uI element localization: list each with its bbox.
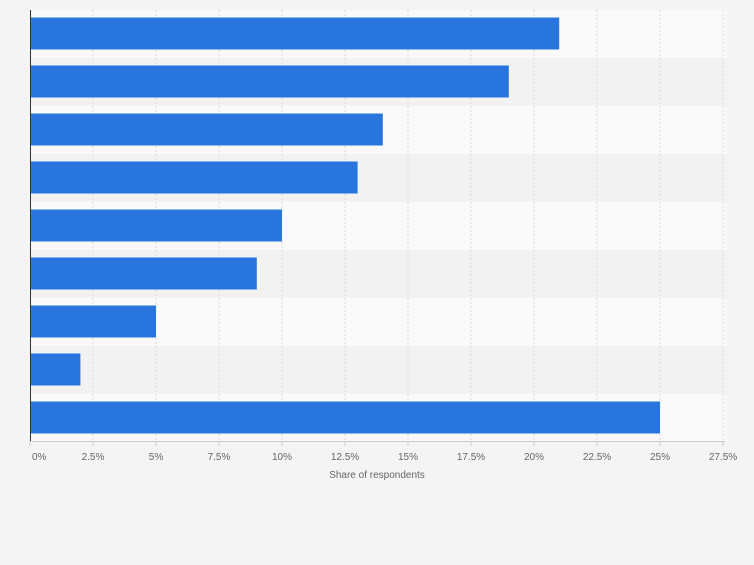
bar[interactable] bbox=[30, 401, 660, 434]
bar[interactable] bbox=[30, 17, 560, 50]
bar[interactable] bbox=[30, 113, 383, 146]
bar[interactable] bbox=[30, 305, 156, 338]
bar[interactable] bbox=[30, 353, 81, 386]
x-tick-label: 2.5% bbox=[82, 452, 105, 463]
x-tick-label: 25% bbox=[650, 452, 670, 463]
x-tick-label: 27.5% bbox=[709, 452, 737, 463]
x-tick-label: 5% bbox=[149, 452, 164, 463]
x-tick-label: 15% bbox=[398, 452, 418, 463]
bar[interactable] bbox=[30, 257, 257, 290]
bar[interactable] bbox=[30, 161, 358, 194]
bar[interactable] bbox=[30, 209, 282, 242]
bars bbox=[30, 17, 660, 434]
bar[interactable] bbox=[30, 65, 509, 98]
row-band bbox=[30, 346, 727, 394]
x-tick-labels: 0% 2.5% 5% 7.5% 10% 12.5% 15% 17.5% 20% 22.5% 25% 2… bbox=[29, 441, 737, 463]
x-tick-label: 17.5% bbox=[457, 452, 485, 463]
axes bbox=[30, 10, 725, 442]
x-tick-label: 7.5% bbox=[208, 452, 231, 463]
x-tick-label: 12.5% bbox=[331, 452, 359, 463]
x-axis-label: Share of respondents bbox=[329, 470, 425, 481]
x-tick-label: 22.5% bbox=[583, 452, 611, 463]
x-tick-label: 10% bbox=[272, 452, 292, 463]
x-tick-label: 20% bbox=[524, 452, 544, 463]
x-tick-label: 0% bbox=[32, 452, 47, 463]
